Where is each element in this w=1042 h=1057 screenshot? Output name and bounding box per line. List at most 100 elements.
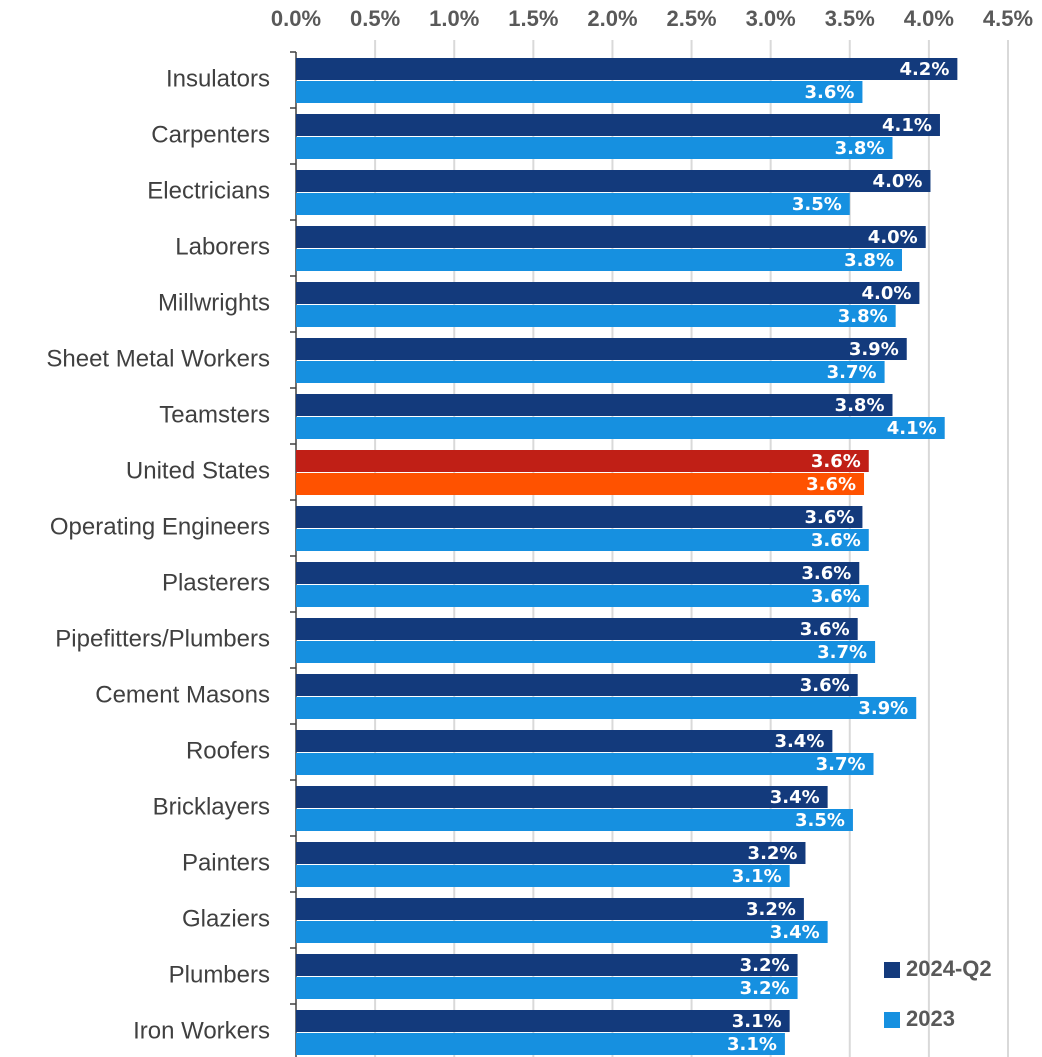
x-tick-label: 2.0% [587,6,637,31]
bar [296,842,806,864]
bar [296,921,828,943]
bar [296,361,885,383]
value-label: 3.2% [740,955,790,976]
bar [296,170,931,192]
bar [296,450,869,472]
y-tick-label: Glaziers [182,905,270,932]
legend-swatch [884,1012,900,1028]
bar [296,954,798,976]
value-label: 3.6% [806,474,856,495]
value-label: 3.6% [800,675,850,696]
legend-swatch [884,962,900,978]
value-label: 4.1% [887,418,937,439]
value-label: 3.5% [792,194,842,215]
value-label: 3.6% [811,586,861,607]
value-label: 3.1% [732,1011,782,1032]
bar [296,809,853,831]
y-tick-label: Insulators [166,65,270,92]
value-label: 3.7% [817,642,867,663]
value-label: 3.4% [774,731,824,752]
value-label: 4.0% [861,283,911,304]
value-label: 3.8% [835,395,885,416]
legend-label: 2023 [906,1006,955,1031]
bar [296,529,869,551]
y-tick-label: Teamsters [159,401,270,428]
y-tick-label: Carpenters [151,121,270,148]
legend-label: 2024-Q2 [906,956,992,981]
value-label: 3.2% [748,843,798,864]
value-label: 3.7% [827,362,877,383]
value-label: 3.8% [838,306,888,327]
bar [296,786,828,808]
bar [296,697,917,719]
y-tick-label: United States [126,457,270,484]
y-tick-label: Electricians [147,177,270,204]
y-tick-label: Millwrights [158,289,270,316]
y-tick-label: Operating Engineers [50,513,270,540]
value-label: 3.8% [844,250,894,271]
value-label: 4.1% [882,115,932,136]
bar [296,193,850,215]
bar [296,730,833,752]
value-label: 3.1% [732,866,782,887]
value-label: 4.0% [873,171,923,192]
bar [296,753,874,775]
x-tick-label: 3.5% [825,6,875,31]
bar [296,249,902,271]
bar [296,338,907,360]
bar [296,81,863,103]
bar [296,282,920,304]
bar [296,1033,785,1055]
y-tick-label: Painters [182,849,270,876]
value-label: 3.2% [746,899,796,920]
value-label: 4.2% [899,59,949,80]
value-label: 3.9% [858,698,908,719]
y-tick-label: Sheet Metal Workers [46,345,270,372]
x-tick-label: 1.0% [429,6,479,31]
bar [296,137,893,159]
bar [296,562,860,584]
x-tick-label: 3.0% [746,6,796,31]
value-label: 3.5% [795,810,845,831]
value-label: 3.6% [805,82,855,103]
x-tick-label: 4.0% [904,6,954,31]
y-tick-label: Laborers [175,233,270,260]
bar [296,1010,790,1032]
bar [296,898,804,920]
x-tick-label: 0.0% [271,6,321,31]
bar [296,114,940,136]
value-label: 4.0% [868,227,918,248]
y-tick-label: Bricklayers [153,793,270,820]
value-label: 3.4% [770,787,820,808]
bar [296,394,893,416]
value-label: 3.7% [816,754,866,775]
y-tick-label: Roofers [186,737,270,764]
value-label: 3.8% [835,138,885,159]
y-tick-label: Iron Workers [133,1017,270,1044]
value-label: 3.6% [811,530,861,551]
y-tick-label: Plasterers [162,569,270,596]
bar [296,506,863,528]
value-label: 3.6% [805,507,855,528]
x-tick-label: 4.5% [983,6,1033,31]
value-label: 3.4% [770,922,820,943]
bar [296,226,926,248]
value-label: 3.6% [811,451,861,472]
bar [296,641,876,663]
value-label: 3.9% [849,339,899,360]
x-tick-label: 0.5% [350,6,400,31]
value-label: 3.1% [727,1034,777,1055]
x-tick-label: 2.5% [666,6,716,31]
x-tick-label: 1.5% [508,6,558,31]
y-tick-label: Cement Masons [95,681,270,708]
bar [296,305,896,327]
bar [296,58,958,80]
bar [296,674,858,696]
bar [296,977,798,999]
value-label: 3.2% [740,978,790,999]
bar [296,618,858,640]
y-tick-label: Pipefitters/Plumbers [55,625,270,652]
bar [296,585,869,607]
value-label: 3.6% [801,563,851,584]
